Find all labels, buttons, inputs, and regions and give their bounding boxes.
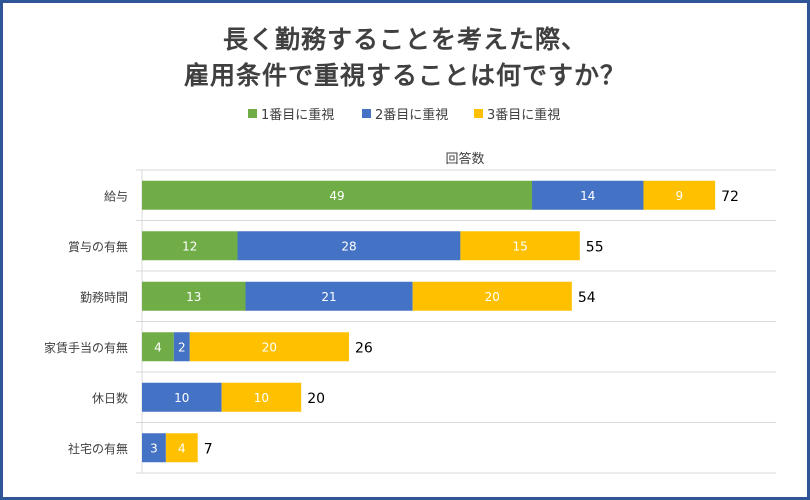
legend-swatch-2 [362,109,371,118]
data-label: 2 [178,340,186,354]
bar-segment-series-1 [142,281,246,311]
data-label: 15 [512,239,527,253]
legend-item-3: 3番目に重視 [474,104,560,123]
chart-subtitle: 回答数 [445,152,485,167]
bar-segment-series-2 [532,180,644,210]
legend-label-3: 3番目に重視 [487,108,561,123]
total-label: 55 [586,239,604,255]
chart-title-line-1: 長く勤務することを考えた際、 [222,25,587,54]
chart-title-line-2: 雇用条件で重視することは何ですか？ [183,61,626,90]
data-label: 28 [341,239,356,253]
category-label: 家賃手当の有無 [44,340,128,355]
total-label: 26 [355,340,373,356]
data-label: 4 [178,441,186,455]
data-label: 20 [485,290,500,304]
data-label: 10 [174,391,189,405]
category-label: 社宅の有無 [68,441,128,456]
chart-legend: 1番目に重視 2番目に重視 3番目に重視 [0,104,810,124]
bar-segment-series-3 [189,332,349,362]
data-label: 13 [186,290,201,304]
legend-swatch-3 [474,109,483,118]
bar-segment-series-3 [412,281,572,311]
category-label: 勤務時間 [80,290,128,304]
data-label: 9 [675,189,683,203]
legend-item-1: 1番目に重視 [248,104,334,123]
data-label: 14 [580,189,595,203]
data-label: 12 [182,239,197,253]
data-label: 21 [321,290,336,304]
bar-segment-series-3 [643,180,716,210]
data-label: 20 [262,340,277,354]
category-label: 給与 [104,189,128,203]
bar-segment-series-2 [173,332,190,362]
total-label: 7 [204,441,213,457]
legend-label-2: 2番目に重視 [375,108,449,123]
bar-segment-series-3 [165,433,198,463]
bar-segment-series-1 [142,180,533,210]
total-label: 72 [721,189,739,205]
category-label: 休日数 [92,390,128,405]
legend-item-2: 2番目に重視 [362,104,448,123]
total-label: 54 [578,290,596,306]
bar-segment-series-3 [460,231,580,261]
legend-label-1: 1番目に重視 [261,108,335,123]
bar-segment-series-2 [245,281,413,311]
data-label: 10 [254,391,269,405]
total-label: 20 [307,391,325,407]
bar-segment-series-1 [142,332,174,362]
data-label: 4 [154,340,162,354]
bar-segment-series-3 [221,382,302,412]
data-label: 3 [150,441,158,455]
category-label: 賞与の有無 [68,239,128,254]
bar-segment-series-2 [237,231,461,261]
data-label: 49 [329,189,344,203]
legend-swatch-1 [248,109,257,118]
bar-segment-series-2 [142,382,222,412]
bar-segment-series-1 [142,231,238,261]
bar-segment-series-2 [142,433,166,463]
